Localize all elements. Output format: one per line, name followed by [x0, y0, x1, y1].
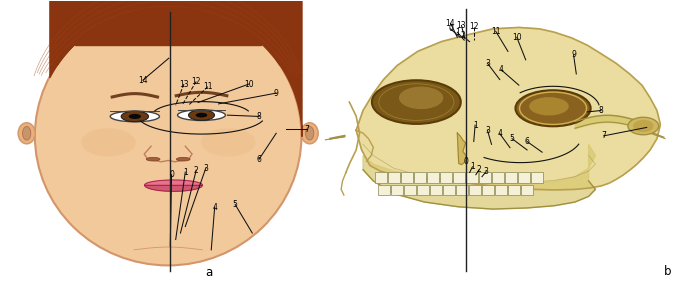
- Text: 11: 11: [491, 27, 500, 36]
- Text: 10: 10: [512, 33, 522, 42]
- Text: 3: 3: [485, 59, 490, 68]
- Text: 14: 14: [138, 76, 148, 85]
- Bar: [479, 172, 491, 183]
- Text: 8: 8: [257, 112, 262, 121]
- Bar: [375, 172, 387, 183]
- Ellipse shape: [110, 111, 160, 122]
- Ellipse shape: [201, 128, 256, 156]
- Text: 0: 0: [448, 24, 453, 33]
- Bar: [469, 185, 481, 195]
- Ellipse shape: [301, 123, 319, 144]
- Bar: [417, 185, 429, 195]
- Ellipse shape: [35, 6, 301, 265]
- Text: 0: 0: [169, 170, 174, 179]
- Ellipse shape: [18, 123, 35, 144]
- Bar: [466, 172, 478, 183]
- Text: 12: 12: [469, 22, 479, 31]
- Polygon shape: [145, 180, 202, 185]
- Text: 14: 14: [446, 19, 456, 28]
- Text: 4: 4: [212, 203, 217, 212]
- Ellipse shape: [81, 128, 136, 156]
- Text: 2: 2: [477, 165, 482, 174]
- Text: 6: 6: [525, 137, 530, 146]
- Text: 9: 9: [274, 89, 279, 98]
- Text: 1: 1: [183, 168, 188, 177]
- Bar: [414, 172, 426, 183]
- Bar: [391, 185, 403, 195]
- Text: 4: 4: [497, 129, 502, 138]
- Bar: [456, 185, 468, 195]
- Ellipse shape: [515, 90, 590, 126]
- Text: 5: 5: [510, 134, 514, 143]
- Text: 8: 8: [599, 106, 603, 115]
- Text: 0: 0: [463, 157, 468, 166]
- Ellipse shape: [188, 110, 214, 120]
- Ellipse shape: [23, 127, 31, 140]
- Text: a: a: [206, 266, 213, 279]
- Polygon shape: [356, 27, 660, 190]
- Ellipse shape: [633, 120, 653, 132]
- Text: 1: 1: [470, 162, 475, 171]
- Text: 5: 5: [233, 200, 238, 209]
- Text: 4: 4: [499, 65, 503, 74]
- Bar: [378, 185, 390, 195]
- Bar: [506, 172, 516, 183]
- Bar: [443, 185, 455, 195]
- Ellipse shape: [372, 80, 461, 124]
- Bar: [440, 172, 452, 183]
- Bar: [482, 185, 494, 195]
- Ellipse shape: [306, 127, 314, 140]
- Text: 3: 3: [484, 167, 488, 176]
- Ellipse shape: [529, 97, 569, 115]
- Text: 7: 7: [305, 125, 310, 134]
- Bar: [404, 185, 416, 195]
- Bar: [388, 172, 400, 183]
- Text: 1: 1: [455, 28, 460, 37]
- Bar: [430, 185, 442, 195]
- Ellipse shape: [177, 110, 225, 121]
- Text: 2: 2: [460, 31, 465, 40]
- Bar: [401, 172, 413, 183]
- Ellipse shape: [129, 114, 141, 119]
- Ellipse shape: [176, 157, 190, 161]
- Polygon shape: [458, 133, 467, 165]
- Text: 7: 7: [601, 131, 606, 140]
- Text: 9: 9: [571, 50, 576, 59]
- Ellipse shape: [399, 87, 443, 109]
- Ellipse shape: [147, 157, 160, 161]
- Text: 3: 3: [203, 164, 208, 173]
- Polygon shape: [363, 144, 595, 209]
- Bar: [508, 185, 519, 195]
- Text: 13: 13: [457, 21, 466, 30]
- Bar: [521, 185, 532, 195]
- Bar: [495, 185, 507, 195]
- Ellipse shape: [628, 117, 659, 135]
- Bar: [518, 172, 530, 183]
- Text: 1: 1: [473, 121, 477, 130]
- Text: 10: 10: [244, 80, 253, 89]
- Text: 3: 3: [485, 126, 490, 135]
- Ellipse shape: [196, 113, 208, 117]
- Ellipse shape: [121, 111, 149, 122]
- Polygon shape: [145, 185, 202, 191]
- Text: b: b: [664, 265, 671, 278]
- Bar: [493, 172, 504, 183]
- Text: 2: 2: [194, 166, 199, 175]
- Text: 12: 12: [191, 77, 201, 86]
- Bar: [427, 172, 439, 183]
- Text: 11: 11: [203, 82, 212, 91]
- Bar: [531, 172, 543, 183]
- Bar: [453, 172, 465, 183]
- Text: 6: 6: [257, 155, 262, 164]
- Text: 13: 13: [179, 80, 188, 89]
